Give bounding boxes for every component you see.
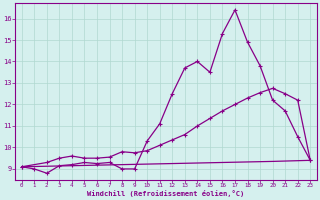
- X-axis label: Windchill (Refroidissement éolien,°C): Windchill (Refroidissement éolien,°C): [87, 190, 244, 197]
